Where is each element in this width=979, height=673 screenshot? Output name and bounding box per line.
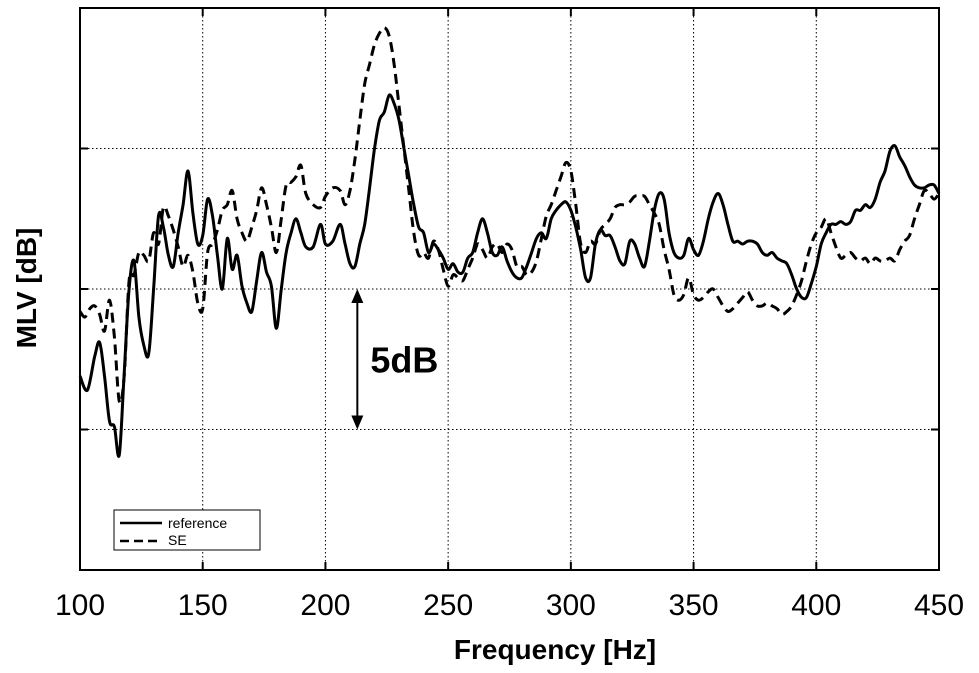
series-layer <box>78 26 941 458</box>
annotation: 5dB <box>351 289 438 430</box>
x-tick-label: 250 <box>423 589 473 622</box>
x-ticks: 100 150 200 250 300 350 400 450 <box>55 8 964 622</box>
annotation-label: 5dB <box>370 339 438 380</box>
series-line-se <box>78 26 941 405</box>
x-tick-label: 100 <box>55 589 105 622</box>
x-axis-title: Frequency [Hz] <box>454 634 656 665</box>
x-tick-label: 150 <box>178 589 228 622</box>
legend-label-reference: reference <box>168 515 227 531</box>
grid <box>80 8 939 570</box>
legend: reference SE <box>113 509 261 551</box>
x-tick-label: 350 <box>669 589 719 622</box>
annotation-arrowhead-bottom <box>351 415 364 430</box>
legend-label-se: SE <box>168 532 187 548</box>
x-tick-label: 400 <box>791 589 841 622</box>
x-tick-label: 200 <box>300 589 350 622</box>
x-tick-label: 300 <box>546 589 596 622</box>
x-tick-label: 450 <box>914 589 964 622</box>
y-axis-title: MLV [dB] <box>11 228 42 349</box>
annotation-arrowhead-top <box>351 289 364 303</box>
legend-box <box>113 509 261 551</box>
